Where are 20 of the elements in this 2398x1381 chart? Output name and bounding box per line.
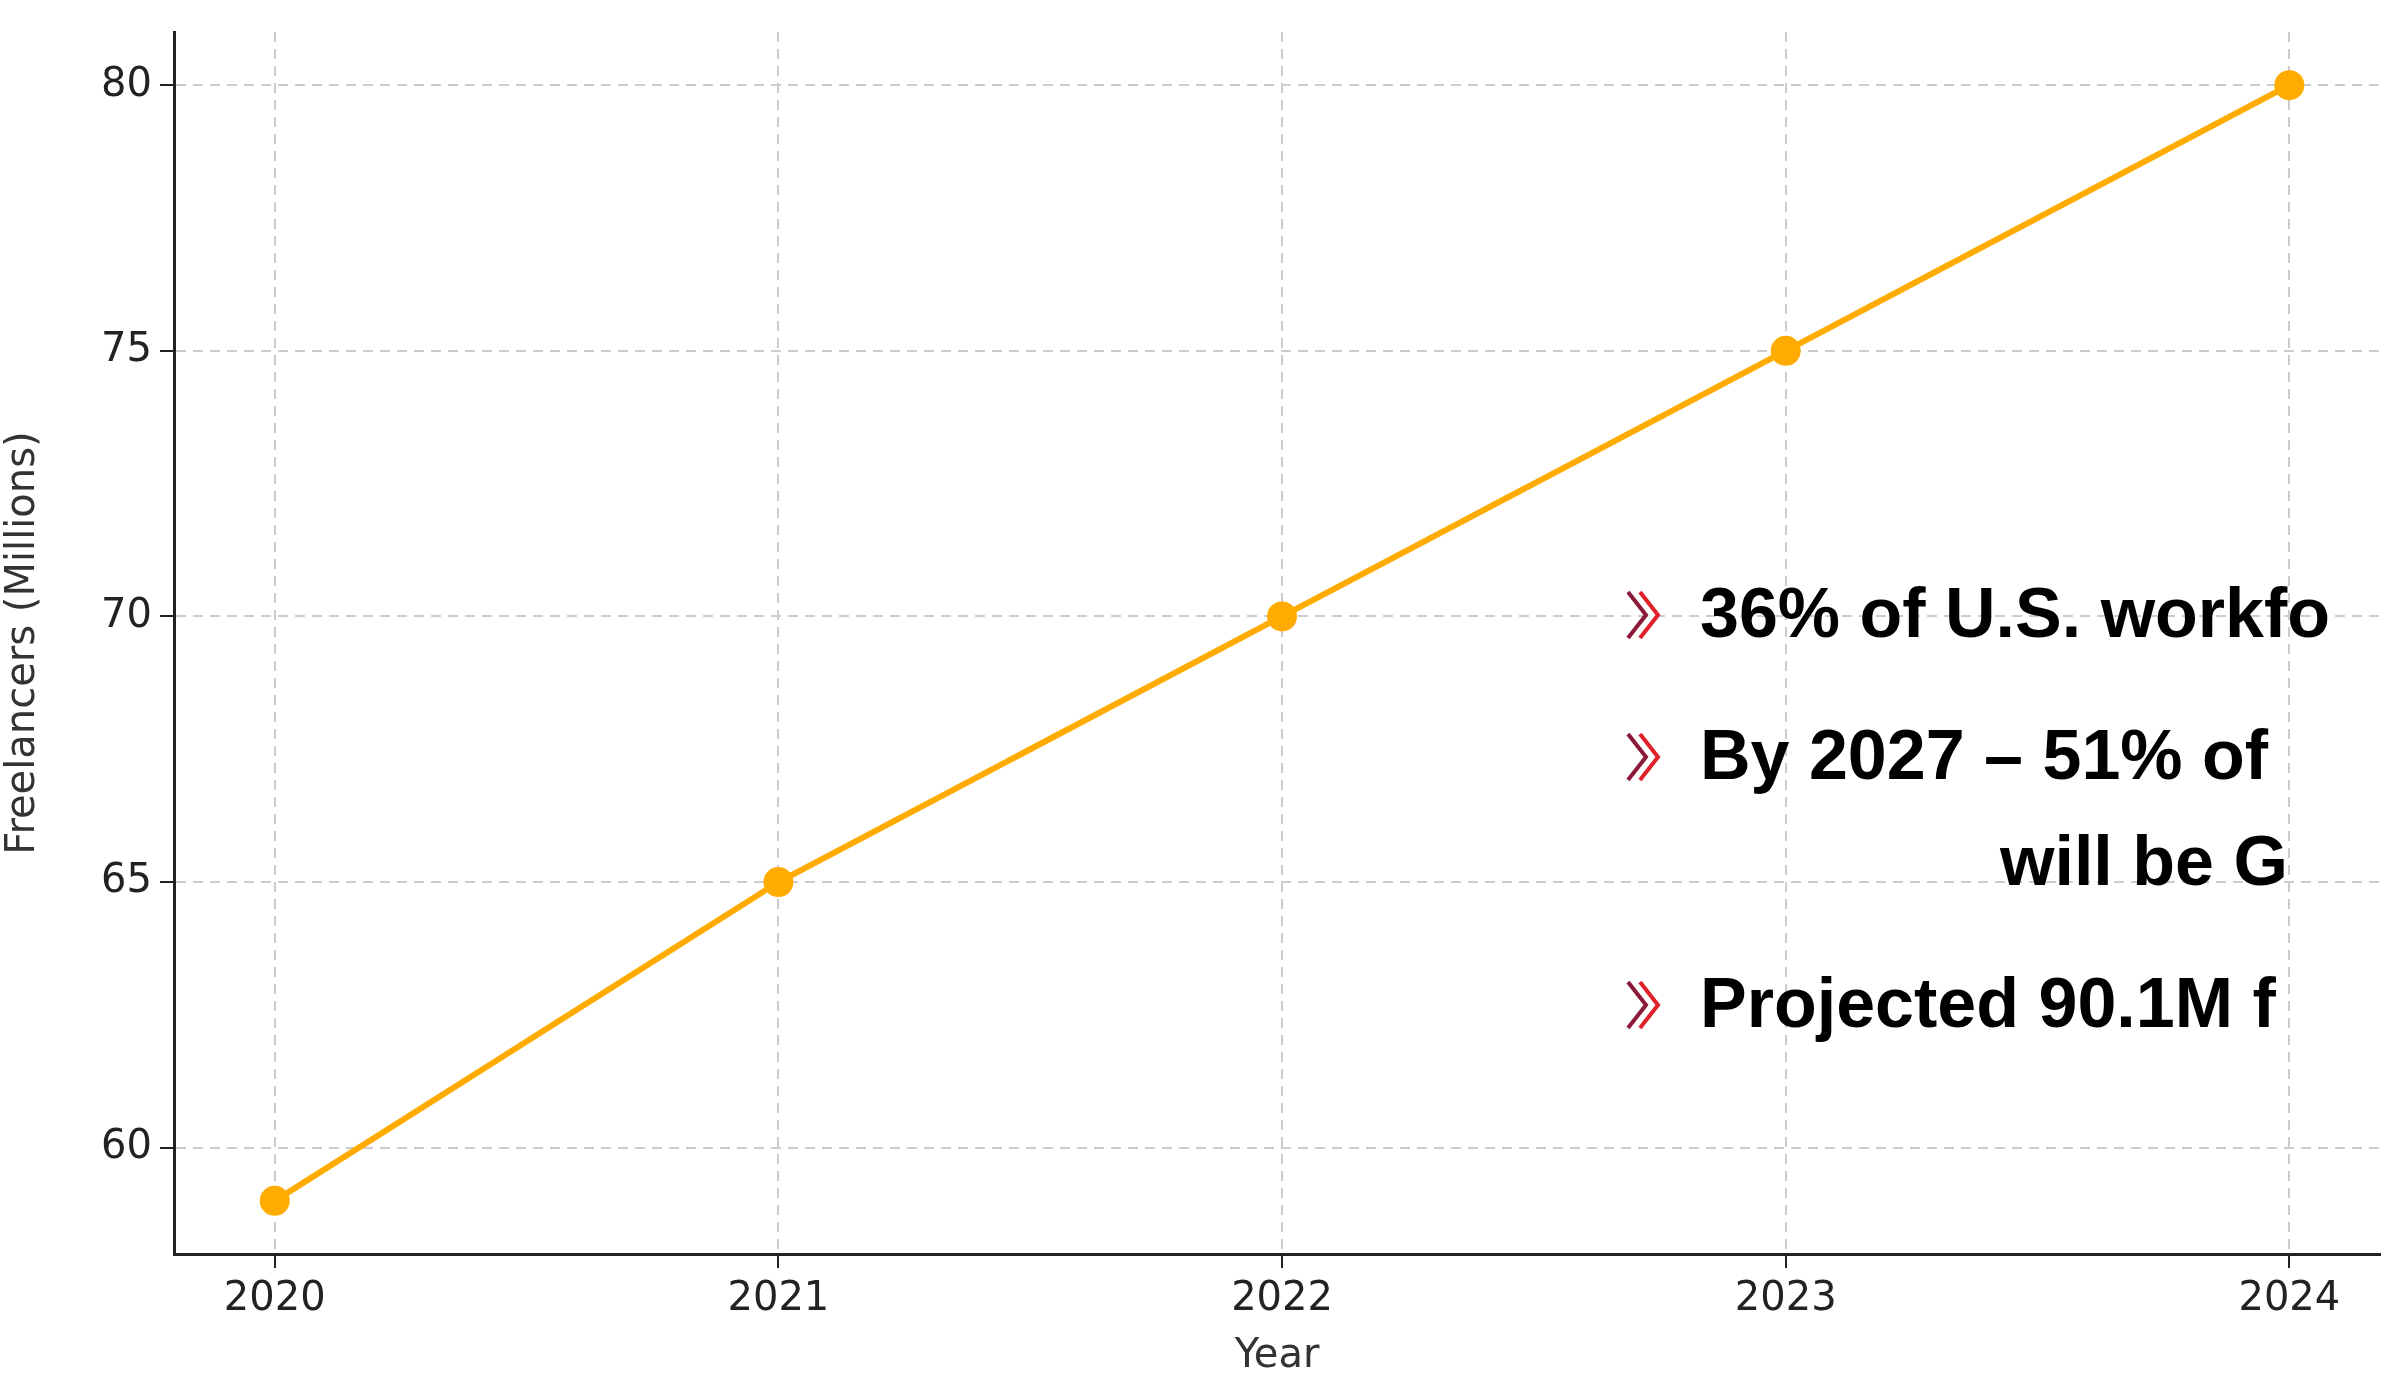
y-tick-label: 70 <box>101 589 152 636</box>
point <box>1267 601 1298 632</box>
y-tick-label: 65 <box>101 855 152 902</box>
x-axis-title: Year <box>1233 1330 1320 1377</box>
x-tick-label: 2021 <box>727 1273 830 1320</box>
annotation: 36% of U.S. workfo <box>1700 574 2331 652</box>
x-tick-label: 2023 <box>1734 1273 1837 1320</box>
y-tick-label: 80 <box>101 58 152 105</box>
point <box>763 867 794 898</box>
annotation: By 2027 – 51% of will be G <box>1700 716 2289 902</box>
annotation: Projected 90.1M f <box>1700 964 2276 1042</box>
x-tick-label: 2022 <box>1231 1273 1333 1320</box>
y-tick-label: 60 <box>101 1121 152 1168</box>
x-tick-label: 2024 <box>2238 1273 2341 1320</box>
y-tick-label: 75 <box>101 324 152 371</box>
point <box>1770 335 1801 366</box>
x-tick-label: 2020 <box>223 1273 326 1320</box>
point <box>2274 70 2305 101</box>
y-axis-title: Freelancers (Millions) <box>0 431 44 855</box>
point <box>259 1185 290 1216</box>
